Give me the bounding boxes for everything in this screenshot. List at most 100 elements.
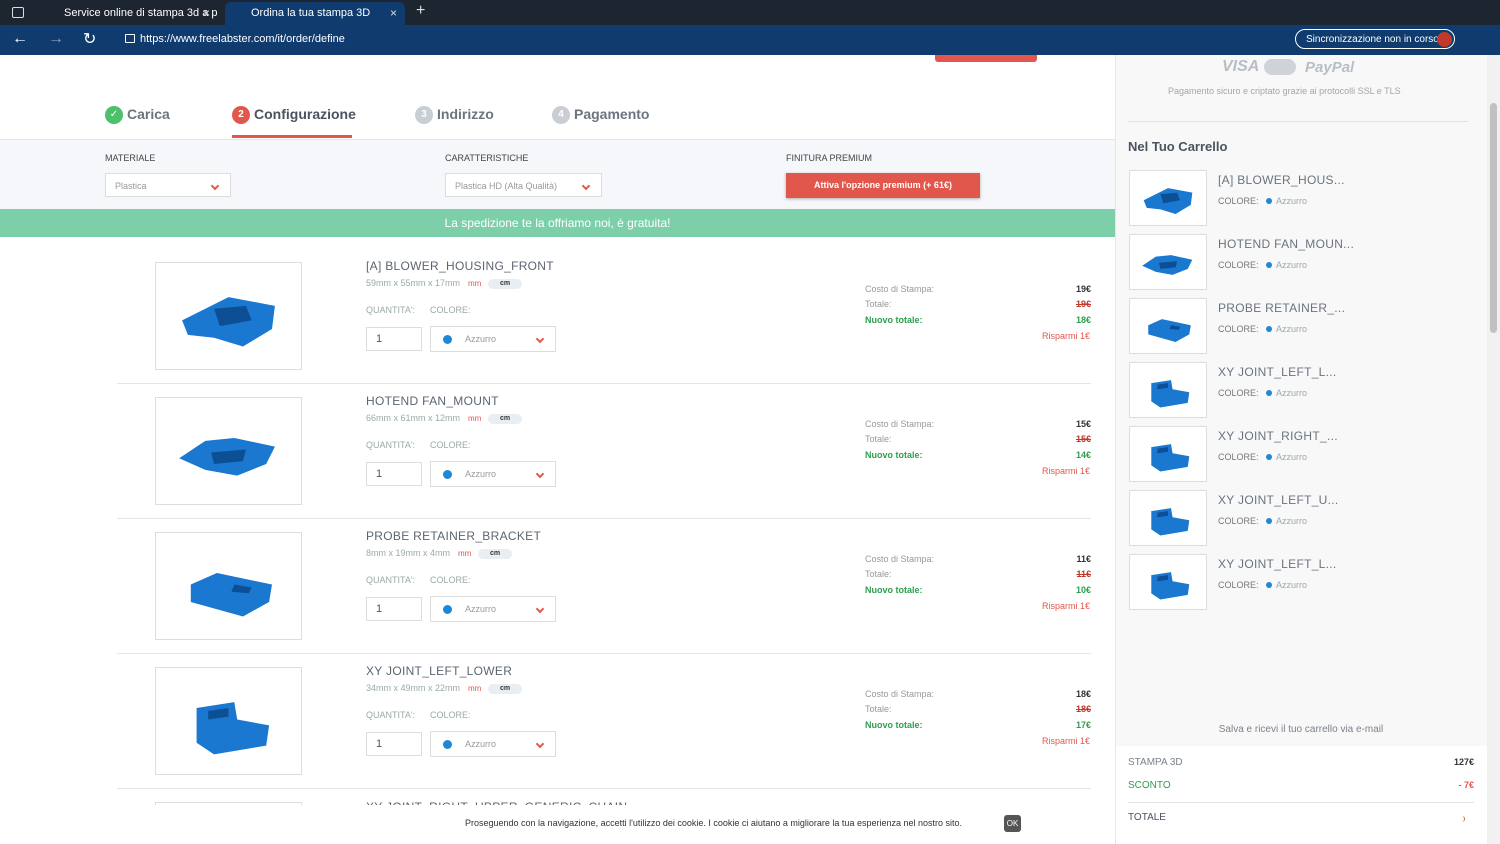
cart-item-name[interactable]: XY JOINT_LEFT_L... bbox=[1218, 557, 1337, 571]
color-select[interactable]: Azzurro bbox=[430, 326, 556, 352]
tab-close[interactable]: × bbox=[389, 6, 397, 20]
cost-label: Costo di Stampa: bbox=[865, 554, 935, 564]
cookie-ok-button[interactable]: OK bbox=[1004, 815, 1021, 832]
cart-item-name[interactable]: HOTEND FAN_MOUN... bbox=[1218, 237, 1355, 251]
item-dims: 66mm x 61mm x 12mm bbox=[366, 413, 461, 423]
step-label[interactable]: Pagamento bbox=[574, 106, 650, 122]
new-total-value: 14€ bbox=[1075, 450, 1091, 460]
saving: Risparmi 1€ bbox=[1041, 331, 1090, 341]
color-select[interactable]: Azzurro bbox=[430, 461, 556, 487]
summary-print-value: 127€ bbox=[1453, 757, 1474, 767]
cart-color: Azzurro bbox=[1276, 516, 1308, 526]
quantity-input[interactable]: 1 bbox=[366, 732, 422, 756]
part-preview bbox=[190, 572, 272, 617]
item-name: HOTEND FAN_MOUNT bbox=[366, 394, 499, 408]
cart-color: Azzurro bbox=[1276, 452, 1308, 462]
color-dot bbox=[443, 605, 452, 614]
option-select[interactable]: Plastica bbox=[105, 173, 231, 197]
quantity-input[interactable]: 1 bbox=[366, 597, 422, 621]
cart-item-name[interactable]: XY JOINT_LEFT_L... bbox=[1218, 365, 1337, 379]
color-label: COLORE: bbox=[430, 440, 471, 450]
step-label[interactable]: Indirizzo bbox=[437, 106, 494, 122]
item-image bbox=[155, 397, 302, 505]
color-select[interactable]: Azzurro bbox=[430, 596, 556, 622]
scrollbar[interactable] bbox=[1487, 55, 1500, 844]
payment-note: Pagamento sicuro e criptato grazie ai pr… bbox=[1168, 86, 1401, 96]
cost-label: Costo di Stampa: bbox=[865, 689, 935, 699]
color-dot bbox=[443, 470, 452, 479]
active-step-underline bbox=[232, 135, 352, 138]
sidebar-divider bbox=[1128, 121, 1468, 122]
cart-thumb bbox=[1129, 170, 1207, 226]
tab-close[interactable]: × bbox=[202, 6, 210, 20]
unit-toggle[interactable]: cm bbox=[488, 414, 522, 424]
total-value: 15€ bbox=[1075, 434, 1091, 444]
cart-color-label: COLORE: bbox=[1218, 452, 1259, 462]
unit-toggle[interactable]: cm bbox=[488, 279, 522, 289]
cart-color: Azzurro bbox=[1276, 580, 1308, 590]
sync-button[interactable]: Sincronizzazione non in corso bbox=[1295, 29, 1455, 49]
item-divider bbox=[117, 653, 1091, 654]
quantity-label: QUANTITA': bbox=[366, 575, 416, 585]
step-label[interactable]: Carica bbox=[127, 106, 170, 122]
cost-label: Costo di Stampa: bbox=[865, 419, 935, 429]
cut-button[interactable] bbox=[935, 55, 1037, 62]
item-name: [A] BLOWER_HOUSING_FRONT bbox=[366, 259, 554, 273]
total-label: Totale: bbox=[865, 434, 892, 444]
quantity-label: QUANTITA': bbox=[366, 305, 416, 315]
save-email-link[interactable]: Salva e ricevi il tuo carrello via e-mai… bbox=[1218, 724, 1384, 735]
summary-panel bbox=[1116, 746, 1487, 844]
color-dot bbox=[1266, 454, 1272, 460]
new-tab-button[interactable]: + bbox=[416, 2, 426, 19]
color-dot bbox=[1266, 518, 1272, 524]
cart-color-label: COLORE: bbox=[1218, 388, 1259, 398]
unit-mm[interactable]: mm bbox=[468, 414, 482, 423]
cart-thumb bbox=[1129, 490, 1207, 546]
address-bar[interactable]: https://www.freelabster.com/it/order/def… bbox=[140, 33, 345, 45]
new-total-value: 17€ bbox=[1075, 720, 1091, 730]
profile-avatar[interactable] bbox=[1437, 32, 1452, 47]
browser-tab[interactable]: Ordina la tua stampa 3D × bbox=[225, 2, 405, 25]
browser-tab[interactable]: Service online di stampa 3d a pr × bbox=[38, 2, 218, 25]
cart-thumb bbox=[1129, 298, 1207, 354]
cart-item-name[interactable]: PROBE RETAINER_... bbox=[1218, 301, 1346, 315]
color-label: COLORE: bbox=[430, 305, 471, 315]
saving: Risparmi 1€ bbox=[1041, 601, 1090, 611]
part-preview bbox=[1151, 508, 1190, 536]
unit-toggle[interactable]: cm bbox=[488, 684, 522, 694]
option-label: MATERIALE bbox=[105, 153, 156, 163]
premium-button[interactable]: Attiva l'opzione premium (+ 61€) bbox=[786, 173, 980, 198]
summary-discount-label: SCONTO bbox=[1128, 780, 1171, 791]
tab-actions-icon[interactable] bbox=[12, 7, 24, 18]
back-button[interactable]: ← bbox=[12, 30, 28, 47]
item-divider bbox=[117, 383, 1091, 384]
cost-value: 19€ bbox=[1075, 284, 1091, 294]
forward-button[interactable]: → bbox=[48, 30, 64, 47]
color-dot bbox=[443, 740, 452, 749]
caret bbox=[210, 181, 220, 191]
unit-mm[interactable]: mm bbox=[468, 684, 482, 693]
step-label[interactable]: Configurazione bbox=[254, 106, 356, 122]
cart-color-label: COLORE: bbox=[1218, 324, 1259, 334]
cart-item-name[interactable]: XY JOINT_RIGHT_... bbox=[1218, 429, 1338, 443]
caret bbox=[581, 181, 591, 191]
unit-toggle[interactable]: cm bbox=[478, 549, 512, 559]
reload-button[interactable]: ↻ bbox=[83, 31, 97, 48]
color-select[interactable]: Azzurro bbox=[430, 731, 556, 757]
summary-print-label: STAMPA 3D bbox=[1128, 757, 1183, 768]
cart-item-name[interactable]: [A] BLOWER_HOUS... bbox=[1218, 173, 1345, 187]
cart-item-name[interactable]: XY JOINT_LEFT_U... bbox=[1218, 493, 1339, 507]
part-preview bbox=[1143, 188, 1193, 214]
quantity-input[interactable]: 1 bbox=[366, 462, 422, 486]
summary-divider bbox=[1128, 802, 1474, 803]
cart-title: Nel Tuo Carrello bbox=[1128, 139, 1228, 154]
option-select[interactable]: Plastica HD (Alta Qualità) bbox=[445, 173, 602, 197]
new-total-label: Nuovo totale: bbox=[865, 315, 923, 325]
step-badge: 4 bbox=[552, 106, 570, 124]
unit-mm[interactable]: mm bbox=[468, 279, 482, 288]
quantity-input[interactable]: 1 bbox=[366, 327, 422, 351]
cart-color: Azzurro bbox=[1276, 388, 1308, 398]
color-dot bbox=[1266, 326, 1272, 332]
part-preview bbox=[1151, 380, 1190, 408]
unit-mm[interactable]: mm bbox=[458, 549, 472, 558]
